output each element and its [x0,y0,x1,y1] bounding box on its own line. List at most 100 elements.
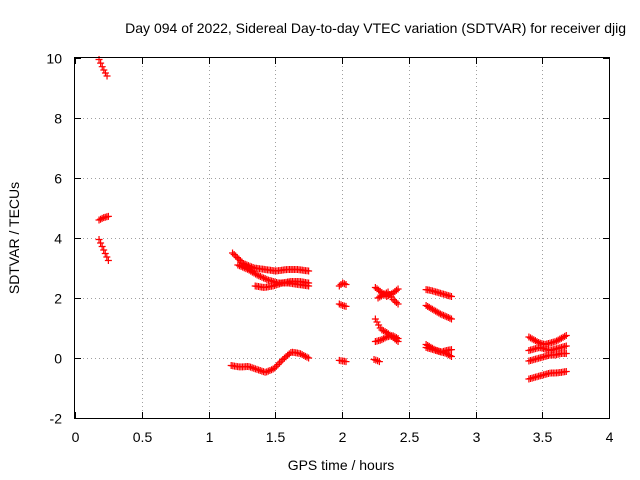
data-series-segment [95,236,112,264]
data-point [256,273,264,281]
data-series-segment [335,279,350,290]
data-point [264,367,272,375]
data-point [104,257,112,264]
chart-title: Day 094 of 2022, Sidereal Day-to-day VTE… [125,20,626,36]
data-point [562,332,570,339]
data-point [98,214,106,222]
data-point [337,301,345,309]
y-tick-label: 10 [46,51,62,67]
data-point [274,361,282,369]
data-point [447,346,455,354]
x-tick-label: 0 [72,429,80,445]
data-point [300,351,308,359]
data-series-segment [251,278,313,291]
data-point [260,274,268,282]
data-point [242,265,250,273]
points-layer [95,56,570,383]
data-point [443,313,451,321]
data-point [229,249,237,257]
data-point [266,366,274,374]
data-point [303,353,311,361]
data-point [392,299,400,306]
data-series-segment [370,356,383,366]
data-point [239,263,247,271]
data-point [394,285,402,293]
x-tick-label: 4 [606,429,614,445]
data-point [261,275,269,283]
data-point [381,334,389,342]
data-point [447,353,455,360]
data-point [342,302,350,310]
data-series-segment [525,368,570,383]
data-point [255,272,263,280]
plot-frame [74,57,610,419]
data-point [446,314,454,322]
data-point [562,350,570,357]
data-point [335,300,343,308]
data-series-segment [335,356,350,366]
data-point [103,253,111,261]
data-point [253,271,261,279]
data-series-segment [422,344,455,356]
data-point [285,350,293,358]
y-tick-label: -2 [50,411,63,427]
data-point [276,359,284,367]
data-point [103,72,111,80]
data-point [373,318,381,326]
data-point [562,342,570,350]
data-point [98,63,106,71]
data-point [561,332,569,340]
data-point [263,368,271,376]
data-point [375,358,383,366]
data-point [533,338,541,346]
data-point [104,212,112,220]
x-tick-label: 3.5 [533,429,553,445]
data-point [378,326,386,334]
data-point [95,216,103,224]
data-point [438,311,446,319]
data-point [389,296,397,303]
data-point [301,352,309,360]
data-series-segment [335,300,350,310]
data-point [447,293,455,300]
data-point [379,335,387,343]
data-point [389,332,397,340]
data-point [379,327,387,335]
data-point [97,59,105,67]
data-point [440,311,448,319]
data-point [277,357,285,365]
x-tick-label: 0.5 [133,429,153,445]
data-point [230,251,238,259]
data-point [436,310,444,318]
x-tick-label: 2.5 [400,429,420,445]
data-point [97,215,105,223]
data-series-segment [95,212,112,224]
data-point [234,261,242,269]
data-point [235,255,243,263]
x-tick-label: 1 [206,429,214,445]
data-point [382,289,390,297]
data-series-segment [229,249,313,275]
data-point [391,297,399,305]
data-point [394,300,402,308]
data-series-segment [422,286,455,300]
data-point [444,314,452,321]
data-series-segment [525,350,570,365]
x-axis-label: GPS time / hours [288,457,395,473]
y-axis-label: SDTVAR / TECUs [6,182,22,294]
data-point [340,280,348,288]
data-point [376,336,384,344]
data-point [394,335,402,342]
data-point [232,252,240,260]
data-point [271,364,279,372]
data-point [98,243,106,250]
data-point [95,236,103,243]
data-series-segment [422,302,455,323]
data-point [237,262,245,270]
data-point [378,336,386,344]
ticks-layer: 0 0.5 1 1.5 2 2.5 3 3.5 4 -2 0 2 4 6 8 10 [46,51,613,446]
data-point [100,66,108,74]
x-tick-label: 3 [473,429,481,445]
data-point [375,321,383,329]
